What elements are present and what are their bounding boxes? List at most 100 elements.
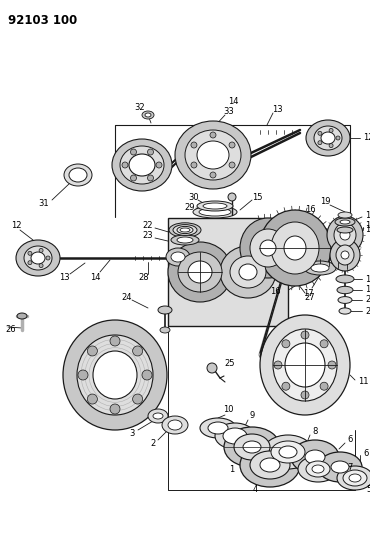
Ellipse shape [260, 458, 280, 472]
Ellipse shape [234, 434, 270, 460]
Text: 18: 18 [365, 225, 370, 235]
Ellipse shape [142, 370, 152, 380]
Ellipse shape [131, 175, 137, 181]
Text: 25: 25 [225, 359, 235, 368]
Ellipse shape [180, 228, 190, 232]
Ellipse shape [239, 264, 257, 280]
Ellipse shape [112, 139, 172, 191]
Ellipse shape [78, 370, 88, 380]
Ellipse shape [250, 229, 286, 267]
Ellipse shape [263, 435, 313, 469]
Ellipse shape [318, 131, 322, 135]
Text: 16: 16 [270, 287, 280, 296]
Ellipse shape [334, 223, 356, 247]
Ellipse shape [327, 216, 363, 254]
Bar [168, 218, 288, 326]
Ellipse shape [340, 230, 350, 240]
Ellipse shape [197, 141, 229, 169]
Text: 19: 19 [320, 197, 330, 206]
Ellipse shape [208, 422, 228, 434]
Text: 32: 32 [135, 102, 145, 111]
Ellipse shape [220, 246, 276, 298]
Text: 18: 18 [365, 274, 370, 284]
Ellipse shape [171, 235, 199, 245]
Text: 12: 12 [363, 133, 370, 142]
Ellipse shape [191, 142, 197, 148]
Ellipse shape [230, 256, 266, 288]
Text: 31: 31 [39, 199, 49, 208]
Text: 7: 7 [347, 464, 353, 472]
Ellipse shape [284, 236, 306, 260]
Ellipse shape [335, 218, 355, 226]
Ellipse shape [301, 331, 309, 339]
Text: 20: 20 [365, 295, 370, 304]
Ellipse shape [158, 306, 172, 314]
Ellipse shape [28, 251, 32, 255]
Ellipse shape [197, 201, 233, 211]
Text: 13: 13 [59, 273, 69, 282]
Ellipse shape [17, 313, 27, 319]
Text: 4: 4 [252, 486, 258, 495]
Ellipse shape [87, 394, 97, 404]
Ellipse shape [160, 327, 170, 333]
Text: 16: 16 [365, 221, 370, 230]
Ellipse shape [207, 363, 217, 373]
Ellipse shape [132, 394, 142, 404]
Ellipse shape [178, 252, 222, 292]
Ellipse shape [203, 203, 227, 209]
Ellipse shape [148, 149, 154, 155]
Text: 27: 27 [305, 293, 315, 302]
Ellipse shape [336, 245, 354, 265]
Ellipse shape [223, 428, 247, 444]
Text: 3: 3 [129, 430, 135, 439]
Ellipse shape [148, 409, 168, 423]
Ellipse shape [336, 136, 340, 140]
Ellipse shape [282, 340, 290, 348]
Text: 14: 14 [90, 273, 100, 282]
Ellipse shape [259, 210, 331, 286]
Text: 8: 8 [312, 427, 318, 437]
Ellipse shape [343, 470, 367, 486]
Ellipse shape [168, 420, 182, 430]
Ellipse shape [312, 465, 324, 473]
Ellipse shape [77, 335, 153, 415]
Ellipse shape [145, 113, 151, 117]
Ellipse shape [274, 361, 282, 369]
Ellipse shape [329, 143, 333, 148]
Ellipse shape [318, 141, 322, 144]
Ellipse shape [210, 132, 216, 138]
Ellipse shape [93, 351, 137, 399]
Ellipse shape [240, 443, 300, 487]
Ellipse shape [110, 404, 120, 414]
Ellipse shape [260, 240, 276, 256]
Ellipse shape [331, 461, 349, 473]
Text: 19: 19 [365, 286, 370, 295]
Ellipse shape [329, 128, 333, 132]
Ellipse shape [162, 416, 188, 434]
Ellipse shape [39, 264, 43, 268]
Ellipse shape [177, 237, 193, 243]
Ellipse shape [306, 120, 350, 156]
Ellipse shape [229, 142, 235, 148]
Ellipse shape [129, 154, 155, 176]
Ellipse shape [64, 164, 92, 186]
Ellipse shape [188, 261, 212, 283]
Ellipse shape [301, 391, 309, 399]
Ellipse shape [318, 452, 362, 482]
Ellipse shape [321, 132, 335, 144]
Ellipse shape [193, 206, 237, 218]
Ellipse shape [171, 252, 185, 262]
Ellipse shape [311, 264, 329, 272]
Ellipse shape [243, 441, 261, 453]
Ellipse shape [166, 248, 190, 266]
Ellipse shape [282, 382, 290, 390]
Text: 14: 14 [228, 96, 238, 106]
Ellipse shape [298, 456, 338, 482]
Ellipse shape [199, 208, 231, 216]
Ellipse shape [250, 451, 290, 479]
Ellipse shape [328, 361, 336, 369]
Text: 22: 22 [143, 222, 153, 230]
Text: 16: 16 [305, 206, 315, 214]
Text: 6: 6 [363, 448, 369, 457]
Ellipse shape [169, 223, 201, 237]
